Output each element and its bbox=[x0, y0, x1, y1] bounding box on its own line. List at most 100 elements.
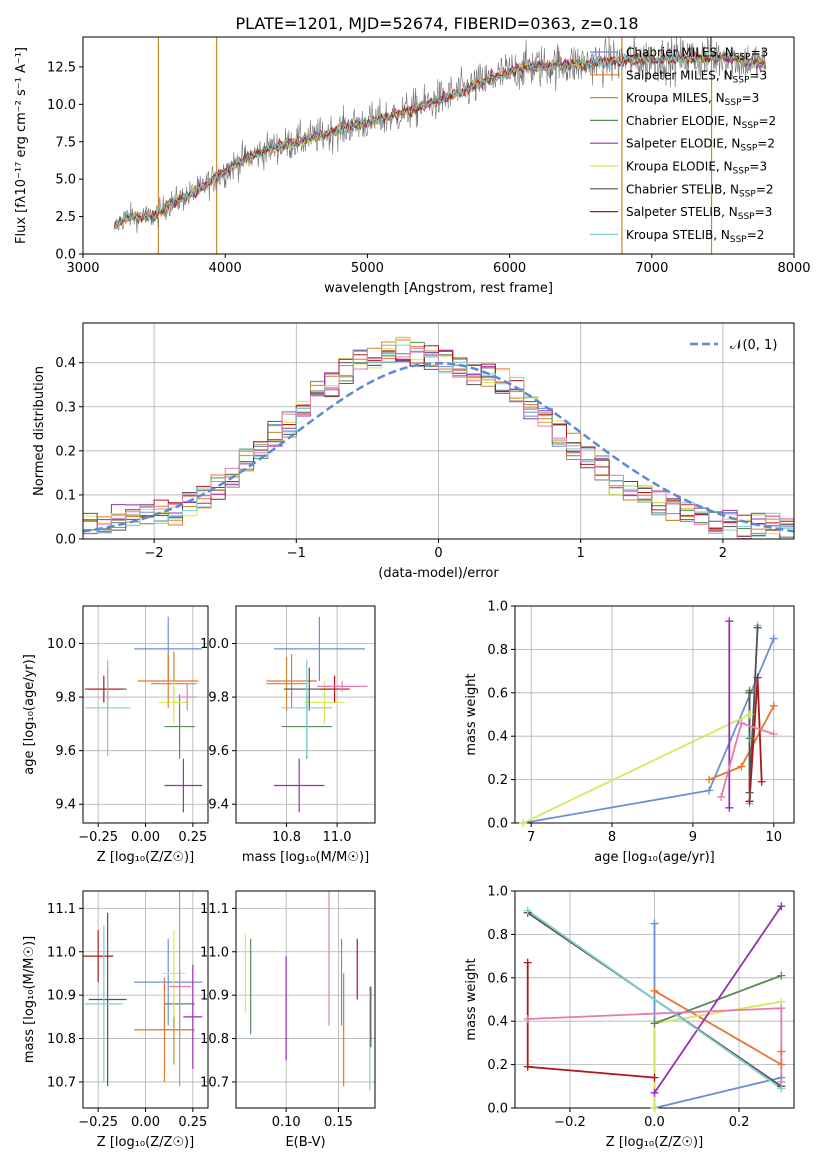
x-tick-label: 0 bbox=[434, 546, 442, 561]
y-tick-label: 11.0 bbox=[47, 945, 76, 960]
x-tick-label: 11.0 bbox=[323, 830, 352, 845]
weight-point-marker bbox=[745, 788, 754, 797]
y-tick-label: 2.5 bbox=[55, 210, 76, 225]
x-axis-label: (data-model)/error bbox=[378, 566, 499, 581]
axes-frame bbox=[514, 605, 795, 824]
x-tick-label: 3000 bbox=[66, 261, 99, 276]
model-spectrum-line bbox=[113, 49, 767, 231]
weight-point-marker bbox=[777, 1047, 786, 1056]
chart-weight-vs-Z: −0.2 0.0 0.2 0.0 0.2 0.4 0.6 0.8 1.0 Z [log₁₀(Z/Z… bbox=[464, 885, 795, 1150]
y-axis-label: Flux [fλ10⁻¹⁷ erg cm⁻² s⁻¹ A⁻¹] bbox=[14, 47, 29, 244]
weight-point-marker bbox=[705, 786, 714, 795]
weight-point-marker bbox=[745, 710, 754, 719]
weight-point-marker bbox=[650, 1019, 659, 1028]
y-tick-label: 0.2 bbox=[55, 444, 76, 459]
y-axis-label: mass [log₁₀(M/M☉)] bbox=[22, 936, 37, 1063]
x-axis-label: age [log₁₀(age/yr)] bbox=[594, 850, 715, 865]
legend-entry-label: Salpeter ELODIE, NSSP=2 bbox=[626, 137, 775, 154]
y-tick-label: 10.7 bbox=[47, 1075, 76, 1090]
y-axis-label: mass weight bbox=[464, 958, 479, 1040]
y-tick-label: 9.8 bbox=[55, 691, 76, 706]
weight-series-line bbox=[527, 909, 782, 1090]
y-tick-label: 10.7 bbox=[200, 1075, 229, 1090]
y-tick-label: 9.8 bbox=[208, 691, 229, 706]
chart-spectrum: 3000 4000 5000 6000 7000 8000 0.0 2.5 5.0 7.5 10.0… bbox=[14, 36, 811, 296]
figure-title: PLATE=1201, MJD=52674, FIBERID=0363, z=0… bbox=[235, 14, 638, 33]
x-tick-label: 0.10 bbox=[272, 1115, 301, 1130]
y-tick-label: 0.6 bbox=[487, 686, 508, 701]
y-tick-label: 0.0 bbox=[487, 817, 508, 832]
panels: 3000 4000 5000 6000 7000 80000.02.55.07.510.0… bbox=[14, 36, 811, 1150]
weight-point-marker bbox=[725, 617, 734, 626]
x-tick-label: −0.25 bbox=[78, 830, 118, 845]
weight-series-line bbox=[653, 923, 782, 1108]
y-tick-label: 0.8 bbox=[487, 928, 508, 943]
y-tick-label: 0.4 bbox=[55, 356, 76, 371]
weight-point-marker bbox=[757, 777, 766, 786]
legend-entry-label: Kroupa STELIB, NSSP=2 bbox=[626, 228, 764, 245]
legend-entry-label: Chabrier MILES, NSSP=3 bbox=[626, 46, 768, 63]
y-tick-label: 10.8 bbox=[47, 1032, 76, 1047]
plot-area bbox=[83, 891, 203, 1087]
plot-area bbox=[83, 336, 794, 539]
x-tick-label: 0.00 bbox=[131, 1115, 160, 1130]
weight-point-marker bbox=[650, 986, 659, 995]
x-tick-label: 0.25 bbox=[178, 830, 207, 845]
y-tick-label: 0.0 bbox=[55, 533, 76, 548]
weight-point-marker bbox=[745, 688, 754, 697]
y-tick-label: 9.4 bbox=[55, 798, 76, 813]
weight-point-marker bbox=[769, 730, 778, 739]
y-tick-label: 9.6 bbox=[208, 744, 229, 759]
x-tick-label: 9 bbox=[689, 830, 697, 845]
y-tick-label: 10.0 bbox=[47, 98, 76, 113]
normal-distribution-curve bbox=[83, 361, 794, 533]
x-tick-label: 0.2 bbox=[729, 1115, 750, 1130]
x-tick-label: −2 bbox=[145, 546, 164, 561]
x-axis-label: Z [log₁₀(Z/Z☉)] bbox=[97, 850, 194, 865]
weight-series-line bbox=[522, 713, 750, 823]
weight-point-marker bbox=[777, 1060, 786, 1069]
weight-point-marker bbox=[523, 958, 532, 967]
y-tick-label: 7.5 bbox=[55, 135, 76, 150]
axes-frame bbox=[235, 605, 376, 824]
y-tick-label: 12.5 bbox=[47, 60, 76, 75]
weight-point-marker bbox=[745, 797, 754, 806]
weight-point-marker bbox=[737, 762, 746, 771]
x-tick-label: 8 bbox=[608, 830, 616, 845]
x-tick-label: 6000 bbox=[493, 261, 526, 276]
y-tick-label: 11.0 bbox=[200, 945, 229, 960]
weight-point-marker bbox=[650, 1104, 659, 1112]
x-tick-label: −1 bbox=[287, 546, 306, 561]
weight-point-marker bbox=[777, 902, 786, 911]
y-tick-label: 0.0 bbox=[55, 248, 76, 263]
x-tick-label: 10.8 bbox=[272, 830, 301, 845]
histogram-step bbox=[83, 344, 794, 539]
x-tick-label: −0.2 bbox=[554, 1115, 586, 1130]
plot-area bbox=[113, 37, 767, 254]
chart-age-vs-mass: 10.8 11.0 9.4 9.6 9.8 10.0 mass [log₁₀(M/M☉)] bbox=[200, 605, 376, 865]
weight-point-marker bbox=[745, 734, 754, 743]
y-tick-label: 11.1 bbox=[200, 902, 229, 917]
legend-entry-label: Salpeter MILES, NSSP=3 bbox=[626, 68, 767, 85]
y-tick-label: 9.4 bbox=[208, 798, 229, 813]
y-tick-label: 11.1 bbox=[47, 902, 76, 917]
weight-point-marker bbox=[519, 819, 528, 827]
x-tick-label: 1 bbox=[577, 546, 585, 561]
weight-point-marker bbox=[705, 775, 714, 784]
weight-point-marker bbox=[737, 719, 746, 728]
y-tick-label: 1.0 bbox=[487, 600, 508, 615]
weight-point-marker bbox=[753, 623, 762, 632]
y-tick-label: 5.0 bbox=[55, 173, 76, 188]
y-tick-label: 0.0 bbox=[487, 1102, 508, 1117]
weight-point-marker bbox=[769, 701, 778, 710]
y-tick-label: 0.6 bbox=[487, 971, 508, 986]
x-axis-label: wavelength [Angstrom, rest frame] bbox=[324, 281, 553, 296]
plot-area bbox=[522, 621, 775, 823]
plot-area bbox=[244, 891, 372, 1091]
legend-entry-label: Salpeter STELIB, NSSP=3 bbox=[626, 205, 772, 222]
x-tick-label: 0.0 bbox=[644, 1115, 665, 1130]
plot-area bbox=[266, 616, 368, 813]
x-axis-label: Z [log₁₀(Z/Z☉)] bbox=[606, 1135, 703, 1150]
